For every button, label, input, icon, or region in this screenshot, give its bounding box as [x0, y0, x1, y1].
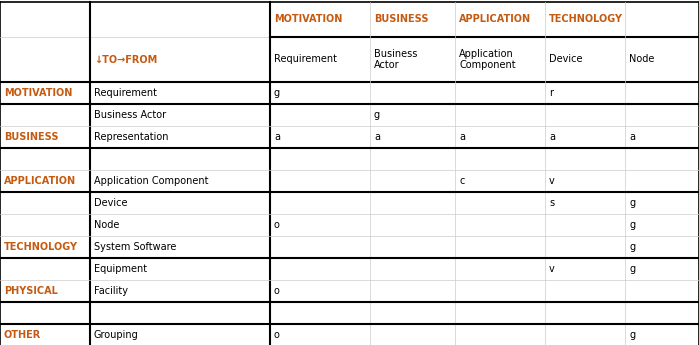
Text: c: c	[459, 176, 464, 186]
Text: BUSINESS: BUSINESS	[374, 14, 428, 24]
Text: Device: Device	[94, 198, 127, 208]
Text: TECHNOLOGY: TECHNOLOGY	[549, 14, 623, 24]
Text: a: a	[374, 132, 380, 142]
Text: MOTIVATION: MOTIVATION	[4, 88, 73, 98]
Text: a: a	[274, 132, 280, 142]
Text: Device: Device	[549, 55, 582, 65]
Text: MOTIVATION: MOTIVATION	[274, 14, 343, 24]
Text: o: o	[274, 330, 280, 340]
Text: v: v	[549, 176, 555, 186]
Text: ↓TO→FROM: ↓TO→FROM	[94, 55, 157, 65]
Text: System Software: System Software	[94, 242, 176, 252]
Text: a: a	[629, 132, 635, 142]
Text: APPLICATION: APPLICATION	[4, 176, 76, 186]
Text: o: o	[274, 220, 280, 230]
Text: APPLICATION: APPLICATION	[459, 14, 531, 24]
Text: Requirement: Requirement	[274, 55, 337, 65]
Text: g: g	[374, 110, 380, 120]
Text: Grouping: Grouping	[94, 330, 138, 340]
Text: g: g	[629, 264, 635, 274]
Text: PHYSICAL: PHYSICAL	[4, 286, 58, 296]
Text: g: g	[629, 198, 635, 208]
Text: TECHNOLOGY: TECHNOLOGY	[4, 242, 78, 252]
Text: Requirement: Requirement	[94, 88, 157, 98]
Text: Application Component: Application Component	[94, 176, 208, 186]
Text: g: g	[629, 330, 635, 340]
Text: Equipment: Equipment	[94, 264, 147, 274]
Text: Business Actor: Business Actor	[94, 110, 166, 120]
Text: Representation: Representation	[94, 132, 168, 142]
Text: g: g	[274, 88, 280, 98]
Text: Facility: Facility	[94, 286, 128, 296]
Text: a: a	[549, 132, 555, 142]
Text: BUSINESS: BUSINESS	[4, 132, 59, 142]
Text: v: v	[549, 264, 555, 274]
Text: g: g	[629, 242, 635, 252]
Text: Application
Component: Application Component	[459, 49, 516, 70]
Text: s: s	[549, 198, 554, 208]
Text: a: a	[459, 132, 465, 142]
Text: Node: Node	[629, 55, 654, 65]
Text: Node: Node	[94, 220, 120, 230]
Text: o: o	[274, 286, 280, 296]
Text: g: g	[629, 220, 635, 230]
Text: r: r	[549, 88, 553, 98]
Text: OTHER: OTHER	[4, 330, 41, 340]
Text: Business
Actor: Business Actor	[374, 49, 417, 70]
